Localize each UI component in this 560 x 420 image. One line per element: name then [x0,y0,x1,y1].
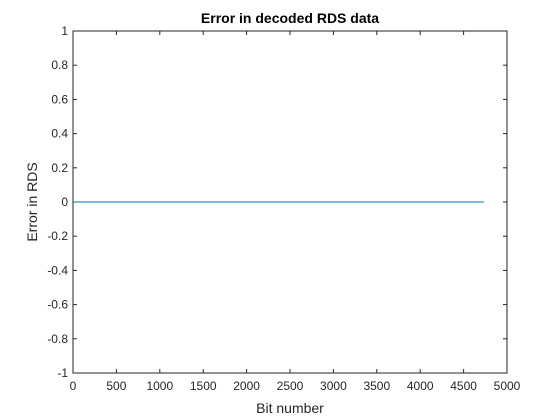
axes-box [72,30,508,374]
x-tick-label: 5000 [494,379,521,393]
x-tick-label: 1000 [146,379,173,393]
y-tick-label: 0.8 [51,58,68,72]
x-tick-label: 1500 [190,379,217,393]
x-tick-label: 2000 [233,379,260,393]
tick-labels: 0 500 1000 1500 2000 2500 3000 3500 4000 4500 5000… [47,24,520,393]
x-tick-label: 3000 [320,379,347,393]
y-tick-label: -1 [57,366,68,380]
x-tick-label: 500 [106,379,126,393]
y-tick-label: -0.6 [47,298,68,312]
x-tick-label: 3500 [363,379,390,393]
y-tick-label: 0.6 [51,92,68,106]
x-tick-label: 0 [70,379,77,393]
y-tick-label: -0.2 [47,229,68,243]
x-tick-label: 4500 [450,379,477,393]
y-tick-label: -0.4 [47,263,68,277]
y-tick-label: 0.4 [51,127,68,141]
y-tick-label: 1 [61,24,68,38]
y-tick-label: 0 [61,195,68,209]
x-tick-label: 2500 [277,379,304,393]
y-tick-label: 0.2 [51,161,68,175]
x-tick-label: 4000 [407,379,434,393]
chart-title: Error in decoded RDS data [201,10,379,26]
x-axis-label: Bit number [256,400,324,416]
y-tick-label: -0.8 [47,332,68,346]
y-axis-label: Error in RDS [24,162,40,241]
